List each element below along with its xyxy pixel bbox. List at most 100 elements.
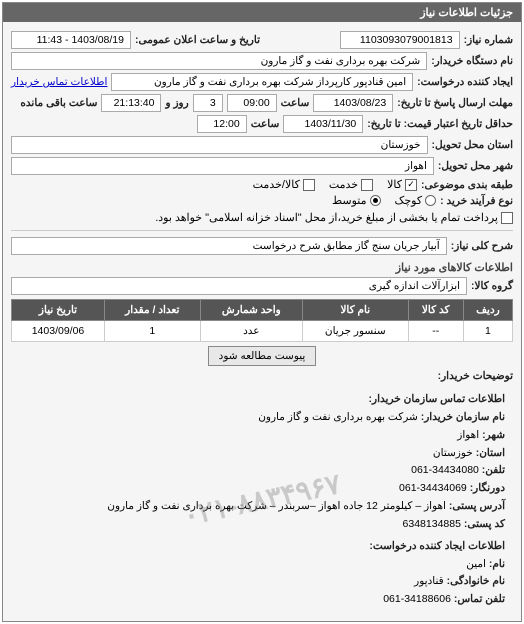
th-unit: واحد شمارش — [200, 300, 302, 321]
proc-medium-radio[interactable] — [370, 195, 381, 206]
divider — [11, 230, 513, 231]
deadline-time-label: ساعت — [281, 97, 310, 109]
desc-label: شرح کلی نیاز: — [451, 240, 513, 252]
contact-postal-label: کد پستی: — [464, 518, 505, 530]
deadline-date-field: 1403/08/23 — [313, 94, 393, 112]
proc-small-radio[interactable] — [425, 195, 436, 206]
contact-city-label: شهر: — [482, 429, 505, 441]
td-date: 1403/09/06 — [12, 321, 105, 342]
contact-fax: 34434069-061 — [399, 482, 467, 494]
days-remaining-field: 3 — [193, 94, 223, 112]
announce-field: 1403/08/19 - 11:43 — [11, 31, 131, 49]
cat-goods-service-group: کالا/خدمت — [253, 178, 315, 191]
process-label: نوع فرآیند خرید : — [440, 195, 513, 207]
proc-small-group: کوچک — [395, 194, 437, 207]
row-need-number: شماره نیاز: 1103093079001813 تاریخ و ساع… — [11, 31, 513, 49]
proc-small-label: کوچک — [395, 194, 423, 207]
contact-section: ۰۲۱-۸۸۳۴۹۶۷ اطلاعات تماس سازمان خریدار: … — [11, 385, 513, 615]
row-creator: ایجاد کننده درخواست: امین قنادپور کارپرد… — [11, 73, 513, 91]
contact-phone2-label: تلفن تماس: — [454, 593, 505, 605]
announce-label: تاریخ و ساعت اعلان عمومی: — [135, 34, 260, 46]
th-row: ردیف — [463, 300, 512, 321]
cat-goods-checkbox[interactable] — [405, 179, 417, 191]
contact-org: شرکت بهره برداری نفت و گاز مارون — [258, 411, 418, 423]
time-remaining-field: 21:13:40 — [101, 94, 161, 112]
desc-field: آبیار جریان سنج گاز مطابق شرح درخواست — [11, 237, 447, 255]
group-field: ابزارآلات اندازه گیری — [11, 277, 467, 295]
need-number-label: شماره نیاز: — [464, 34, 513, 46]
cat-service-group: خدمت — [329, 178, 373, 191]
th-code: کد کالا — [408, 300, 463, 321]
cat-service-label: خدمت — [329, 178, 358, 191]
contact-fax-row: دورنگار: 34434069-061 — [19, 480, 505, 498]
th-date: تاریخ نیاز — [12, 300, 105, 321]
row-desc-buyer: توضیحات خریدار: — [11, 370, 513, 382]
validity-date-field: 1403/11/30 — [283, 115, 363, 133]
payment-note: پرداخت تمام یا بخشی از مبلغ خرید،از محل … — [155, 211, 498, 224]
attachment-button[interactable]: پیوست مطالعه شود — [208, 346, 317, 366]
creator-label: ایجاد کننده درخواست: — [417, 76, 513, 88]
contact-phone2-row: تلفن تماس: 34188606-061 — [19, 591, 505, 609]
deadline-label: مهلت ارسال پاسخ تا تاریخ: — [397, 97, 513, 109]
contact-city-row: شهر: اهواز — [19, 427, 505, 445]
items-table: ردیف کد کالا نام کالا واحد شمارش تعداد /… — [11, 299, 513, 342]
days-label: روز و — [165, 97, 188, 109]
table-row: 1 -- سنسور جریان عدد 1 1403/09/06 — [12, 321, 513, 342]
category-label: طبقه بندی موضوعی: — [421, 179, 513, 191]
contact-family: قنادپور — [414, 575, 443, 587]
table-header-row: ردیف کد کالا نام کالا واحد شمارش تعداد /… — [12, 300, 513, 321]
contact-org-row: نام سازمان خریدار: شرکت بهره برداری نفت … — [19, 409, 505, 427]
row-deadline: مهلت ارسال پاسخ تا تاریخ: 1403/08/23 ساع… — [11, 94, 513, 112]
contact-postal: 6348134885 — [403, 518, 461, 530]
contact-province: خوزستان — [433, 447, 473, 459]
items-title: اطلاعات کالاهای مورد نیاز — [11, 261, 513, 274]
contact-fax-label: دورنگار: — [470, 482, 505, 494]
row-validity: حداقل تاریخ اعتبار قیمت: تا تاریخ: 1403/… — [11, 115, 513, 133]
validity-time-label: ساعت — [251, 118, 280, 130]
req-creator-title: اطلاعات ایجاد کننده درخواست: — [19, 538, 505, 556]
panel-body: شماره نیاز: 1103093079001813 تاریخ و ساع… — [3, 22, 521, 621]
th-qty: تعداد / مقدار — [105, 300, 201, 321]
group-label: گروه کالا: — [471, 280, 513, 292]
contact-province-row: استان: خوزستان — [19, 445, 505, 463]
remaining-label: ساعت باقی مانده — [20, 97, 97, 109]
cat-goods-service-checkbox[interactable] — [303, 179, 315, 191]
desc-buyer-label: توضیحات خریدار: — [438, 370, 513, 382]
contact-name-row: نام: امین — [19, 556, 505, 574]
cat-goods-group: کالا — [387, 178, 417, 191]
contact-postal-row: کد پستی: 6348134885 — [19, 516, 505, 534]
contact-family-row: نام خانوادگی: قنادپور — [19, 573, 505, 591]
cat-goods-label: کالا — [387, 178, 402, 191]
proc-medium-group: متوسط — [332, 194, 381, 207]
payment-note-group: پرداخت تمام یا بخشی از مبلغ خرید،از محل … — [155, 211, 513, 224]
row-group: گروه کالا: ابزارآلات اندازه گیری — [11, 277, 513, 295]
contact-phone: 34434080-061 — [411, 464, 479, 476]
contact-name-label: نام: — [489, 558, 505, 570]
row-process: نوع فرآیند خرید : کوچک متوسط پرداخت تمام… — [11, 194, 513, 224]
row-desc: شرح کلی نیاز: آبیار جریان سنج گاز مطابق … — [11, 237, 513, 255]
th-name: نام کالا — [303, 300, 409, 321]
contact-buyer-link[interactable]: اطلاعات تماس خریدار — [11, 76, 107, 88]
row-city: شهر محل تحویل: اهواز — [11, 157, 513, 175]
province-label: استان محل تحویل: — [432, 139, 513, 151]
contact-address-row: آدرس پستی: اهواز – کیلومتر 12 جاده اهواز… — [19, 498, 505, 516]
deadline-time-field: 09:00 — [227, 94, 277, 112]
contact-title: اطلاعات تماس سازمان خریدار: — [19, 391, 505, 409]
proc-medium-label: متوسط — [332, 194, 367, 207]
contact-address: اهواز – کیلومتر 12 جاده اهواز –سربندر – … — [107, 500, 446, 512]
contact-phone-row: تلفن: 34434080-061 — [19, 462, 505, 480]
cat-service-checkbox[interactable] — [361, 179, 373, 191]
buyer-org-field: شرکت بهره برداری نفت و گاز مارون — [11, 52, 427, 70]
need-number-field: 1103093079001813 — [340, 31, 460, 49]
contact-province-label: استان: — [476, 447, 505, 459]
province-field: خوزستان — [11, 136, 428, 154]
city-field: اهواز — [11, 157, 434, 175]
row-province: استان محل تحویل: خوزستان — [11, 136, 513, 154]
panel-title: جزئیات اطلاعات نیاز — [3, 3, 521, 22]
payment-checkbox[interactable] — [501, 212, 513, 224]
td-name: سنسور جریان — [303, 321, 409, 342]
row-category: طبقه بندی موضوعی: کالا خدمت کالا/خدمت — [11, 178, 513, 191]
td-code: -- — [408, 321, 463, 342]
contact-org-label: نام سازمان خریدار: — [421, 411, 505, 423]
buyer-org-label: نام دستگاه خریدار: — [431, 55, 513, 67]
